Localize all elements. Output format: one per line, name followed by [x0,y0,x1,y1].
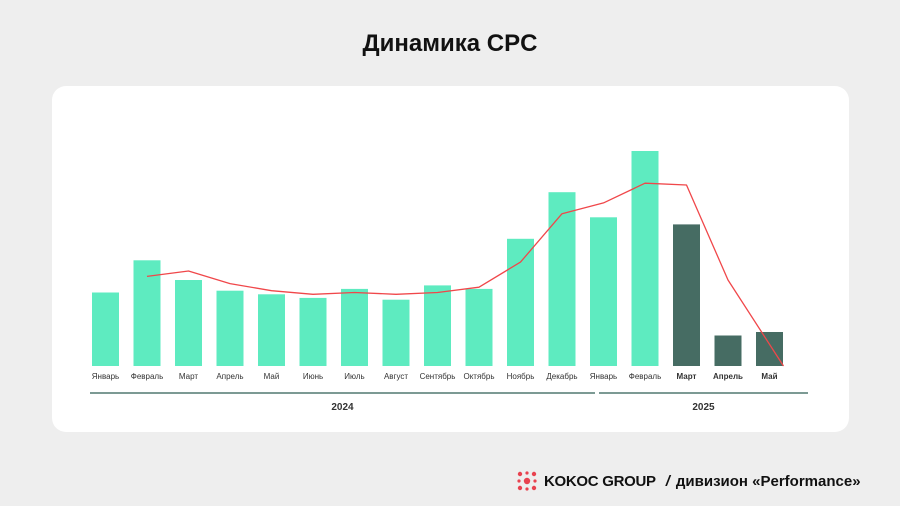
cpc-chart: Январь Февраль Март Апрель Май Июнь Июль Август… [90,151,808,413]
bar-1 [133,260,161,366]
group-label-2025: 2025 [692,402,715,413]
chart-card: Январь Февраль Март Апрель Май Июнь Июль Август… [52,86,849,432]
bar-7 [382,299,410,366]
bar-0 [92,292,119,366]
footer-slash: / [665,472,670,490]
x-tick-label-3: Апрель [216,372,243,381]
x-tick-label-12: Январь [590,372,617,381]
bar-2 [175,280,202,366]
x-tick-label-9: Октябрь [463,372,494,381]
bar-12 [590,217,617,366]
page-title: Динамика CPC [362,30,538,57]
x-tick-label-1: Февраль [131,372,164,381]
bar-16 [756,332,783,366]
bar-3 [216,290,244,366]
bar-8 [424,285,451,366]
x-tick-label-5: Июнь [303,372,323,381]
x-tick-label-2: Март [179,372,198,381]
bar-9 [465,288,493,366]
x-tick-label-14: Март [677,372,697,381]
brand-name: KOKOC GROUP [544,472,656,490]
footer: KOKOC GROUP / дивизион «Performance» [516,470,861,492]
x-tick-label-13: Февраль [629,372,662,381]
x-tick-label-4: Май [264,372,280,381]
bar-15 [714,335,742,366]
bar-10 [507,238,534,366]
x-tick-label-6: Июль [344,372,364,381]
x-tick-label-11: Декабрь [546,372,577,381]
bar-5 [299,297,327,366]
division-name: дивизион «Performance» [675,472,861,490]
group-label-2024: 2024 [331,402,354,413]
x-tick-label-15: Апрель [713,372,743,381]
x-tick-label-10: Ноябрь [507,372,535,381]
kokoc-logo-icon [517,471,537,491]
bar-4 [258,294,285,366]
trend-line [146,182,785,367]
bar-11 [548,192,576,366]
x-tick-label-8: Сентябрь [420,372,456,381]
x-tick-label-16: Май [761,372,777,381]
bar-6 [341,288,368,366]
bar-14 [673,224,700,366]
x-tick-label-7: Август [384,372,408,381]
x-tick-label-0: Январь [92,372,119,381]
